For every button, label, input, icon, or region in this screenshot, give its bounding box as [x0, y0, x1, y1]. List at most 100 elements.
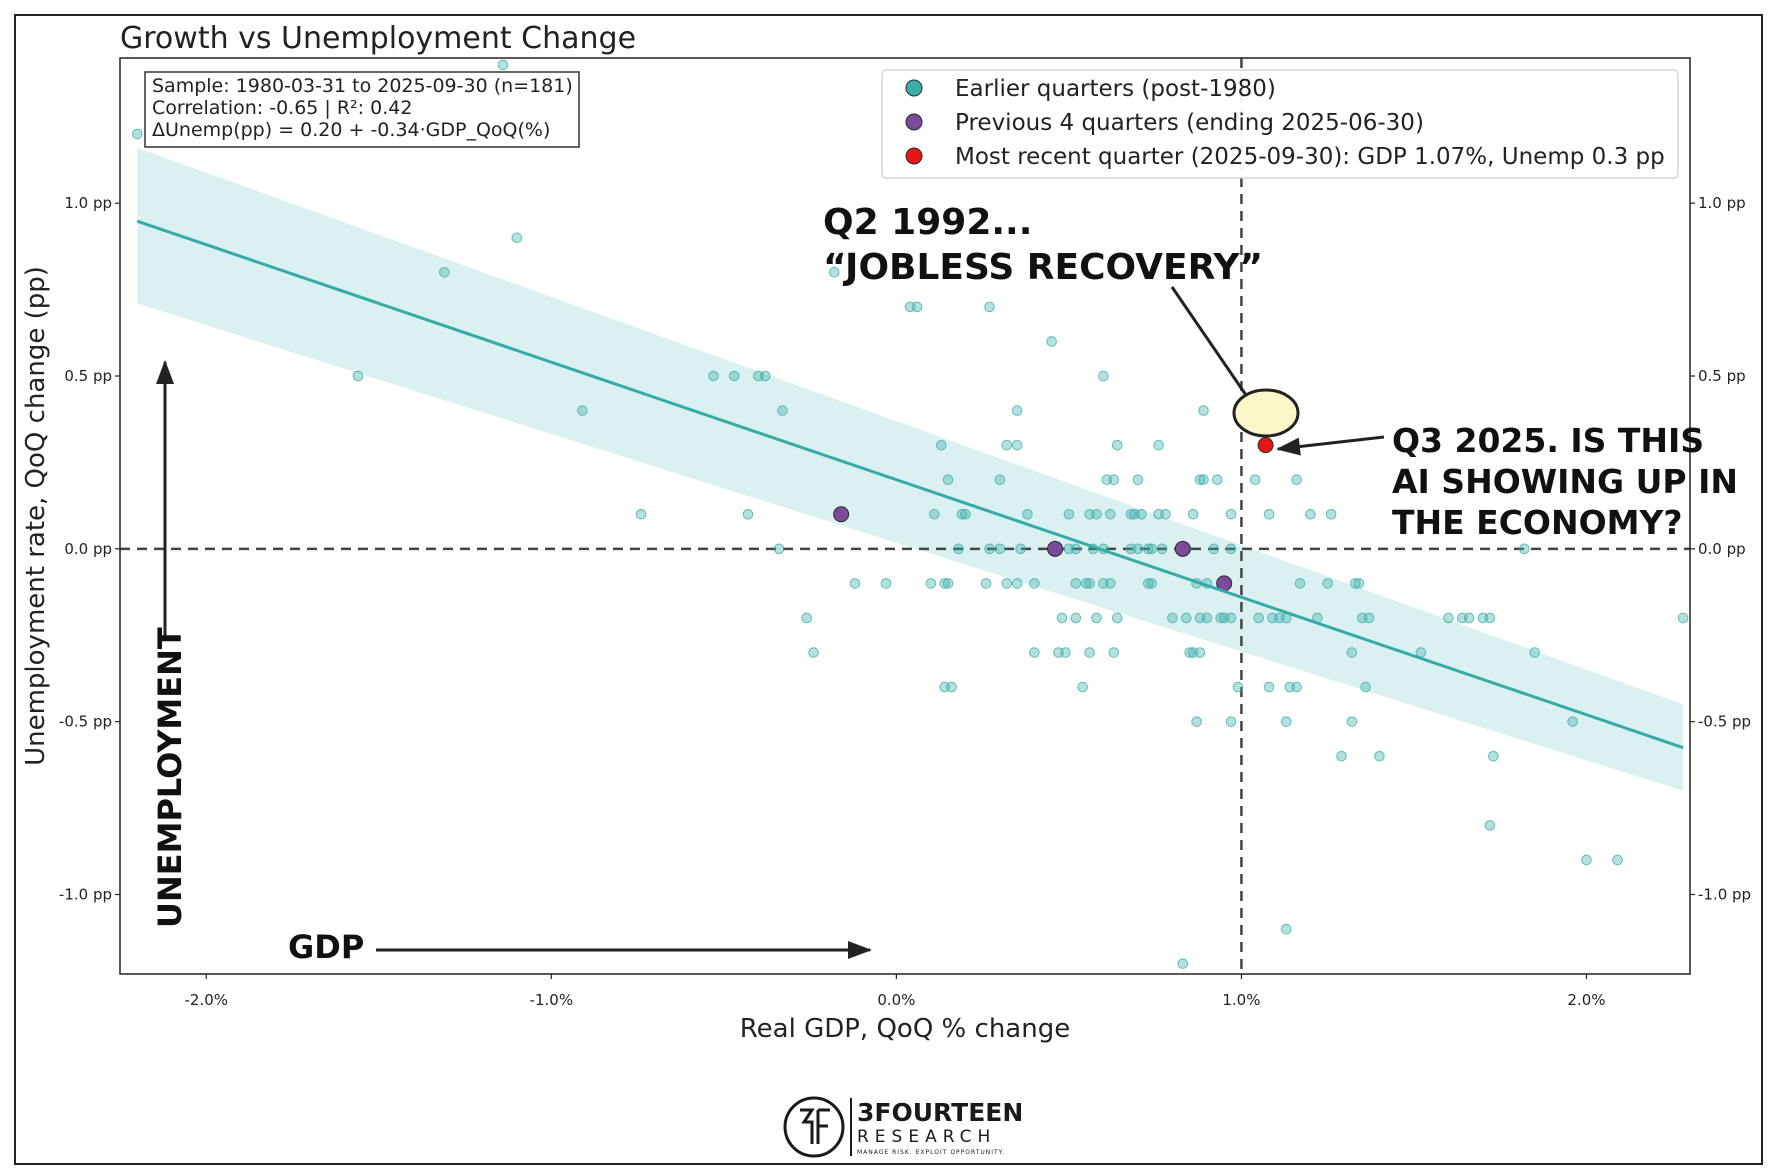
earlier-quarter-point: [1146, 543, 1158, 555]
annotation-q3-2025-line3: THE ECONOMY?: [1392, 503, 1683, 542]
earlier-quarter-point: [1108, 647, 1120, 658]
data-points: [131, 59, 1689, 969]
earlier-quarter-point: [1187, 508, 1199, 520]
earlier-quarter-point: [1180, 612, 1192, 624]
earlier-quarter-point: [1198, 405, 1209, 416]
earlier-quarter-point: [1463, 612, 1475, 624]
earlier-quarter-point: [131, 128, 143, 140]
annotation-q3-2025-line2: AI SHOWING UP IN: [1392, 462, 1738, 501]
reference-lines: [120, 58, 1690, 974]
earlier-quarter-point: [1291, 474, 1302, 486]
earlier-quarter-point: [935, 439, 947, 451]
earlier-quarter-point: [1280, 716, 1292, 727]
earlier-quarter-point: [1249, 474, 1261, 486]
earlier-quarter-point: [1677, 612, 1689, 624]
earlier-quarter-point: [1519, 543, 1530, 555]
earlier-quarter-point: [942, 578, 954, 589]
earlier-quarter-point: [1070, 543, 1082, 555]
annotation-q3-2025-arrow: [1276, 435, 1385, 456]
y-axis-label: Unemployment rate, QoQ change (pp): [21, 266, 51, 766]
earlier-quarter-point: [1225, 508, 1237, 520]
y-tick-label-right: 0.0 pp: [1698, 540, 1746, 558]
earlier-quarter-point: [1011, 439, 1023, 451]
earlier-quarter-point: [1263, 681, 1275, 693]
earlier-quarter-point: [1105, 508, 1116, 520]
earlier-quarter-point: [1484, 612, 1496, 624]
earlier-quarter-point: [1070, 612, 1082, 624]
earlier-quarter-point: [1488, 750, 1499, 762]
earlier-quarter-point: [1153, 439, 1164, 451]
x-tick-label: 1.0%: [1222, 991, 1260, 1009]
earlier-quarter-point: [759, 370, 771, 382]
earlier-quarter-point: [1084, 578, 1095, 589]
earlier-quarter-point: [1080, 578, 1092, 589]
earlier-quarter-point: [953, 543, 964, 555]
earlier-quarter-point: [1184, 647, 1195, 658]
earlier-quarter-point: [1046, 336, 1057, 347]
y-tick-label-right: 0.5 pp: [1698, 367, 1746, 385]
earlier-quarter-point: [960, 508, 971, 520]
earlier-quarter-point: [1225, 543, 1237, 555]
chart-title: Growth vs Unemployment Change: [120, 21, 636, 56]
earlier-quarter-point: [1322, 578, 1333, 589]
confidence-band-layer: [137, 147, 1684, 791]
legend-marker-previous: [905, 113, 923, 131]
earlier-quarter-point: [1263, 508, 1275, 520]
x-tick-label: -1.0%: [530, 991, 574, 1009]
previous-quarter-point: [1174, 540, 1191, 557]
earlier-quarter-point: [1029, 578, 1040, 589]
earlier-quarter-point: [1201, 612, 1213, 624]
earlier-quarter-point: [1060, 647, 1071, 658]
unemployment-arrow-label: UNEMPLOYMENT: [151, 627, 189, 928]
recent-quarter-point: [1257, 437, 1274, 454]
y-tick-label-left: -0.5 pp: [59, 713, 112, 731]
earlier-quarter-point: [1443, 612, 1454, 624]
earlier-quarter-point: [849, 578, 861, 589]
earlier-quarter-point: [1291, 681, 1302, 693]
x-axis-label: Real GDP, QoQ % change: [740, 1014, 1070, 1044]
y-tick-label-left: 1.0 pp: [64, 194, 112, 212]
stats-box: [144, 71, 580, 148]
gdp-arrow-label: GDP: [288, 928, 364, 966]
logo-tagline: MANAGE RISK. EXPLOIT OPPORTUNITY.: [857, 1149, 1005, 1156]
earlier-quarter-point: [984, 543, 995, 555]
y-tick-label-left: 0.5 pp: [64, 367, 112, 385]
logo-monogram-icon: [800, 1108, 830, 1144]
earlier-quarter-point: [942, 474, 954, 486]
annotation-q2-1992-line2: “JOBLESS RECOVERY”: [823, 247, 1263, 288]
earlier-quarter-point: [1253, 612, 1264, 624]
earlier-quarter-point: [1029, 647, 1040, 658]
earlier-quarter-point: [946, 681, 957, 693]
earlier-quarter-point: [728, 370, 740, 382]
logo-name: 3FOURTEEN: [857, 1098, 1023, 1127]
earlier-quarter-point: [708, 370, 719, 382]
earlier-quarter-point: [1612, 854, 1623, 866]
stats-equation: ΔUnemp(pp) = 0.20 + -0.34·GDP_QoQ(%): [152, 119, 550, 141]
earlier-quarter-point: [1363, 612, 1375, 624]
earlier-quarter-point: [352, 370, 364, 382]
legend-label-previous: Previous 4 quarters (ending 2025-06-30): [955, 110, 1424, 136]
earlier-quarter-point: [880, 578, 892, 589]
earlier-quarter-point: [1346, 716, 1358, 727]
regression-line: [136, 219, 1684, 750]
regression-line-layer: [136, 219, 1684, 750]
earlier-quarter-point: [635, 508, 647, 520]
legend-box: [881, 69, 1679, 179]
earlier-quarter-point: [1132, 543, 1144, 555]
earlier-quarter-point: [1167, 612, 1178, 624]
stats-correlation: Correlation: -0.65 | R²: 0.42: [152, 97, 412, 119]
earlier-quarter-point: [925, 578, 937, 589]
earlier-quarter-point: [1194, 474, 1206, 486]
stats-sample: Sample: 1980-03-31 to 2025-09-30 (n=181): [152, 75, 573, 97]
earlier-quarter-point: [1294, 578, 1306, 589]
legend-label-recent: Most recent quarter (2025-09-30): GDP 1.…: [955, 144, 1665, 170]
earlier-quarter-point: [1001, 439, 1013, 451]
earlier-quarter-point: [1325, 508, 1337, 520]
earlier-quarter-point: [577, 405, 588, 416]
y-tick-label-left: -1.0 pp: [59, 885, 112, 903]
earlier-quarter-point: [984, 301, 995, 313]
earlier-quarter-point: [1111, 612, 1123, 624]
earlier-quarter-point: [1360, 681, 1371, 693]
3fourteen-logo: 3FOURTEEN RESEARCH MANAGE RISK. EXPLOIT …: [783, 1096, 1023, 1158]
